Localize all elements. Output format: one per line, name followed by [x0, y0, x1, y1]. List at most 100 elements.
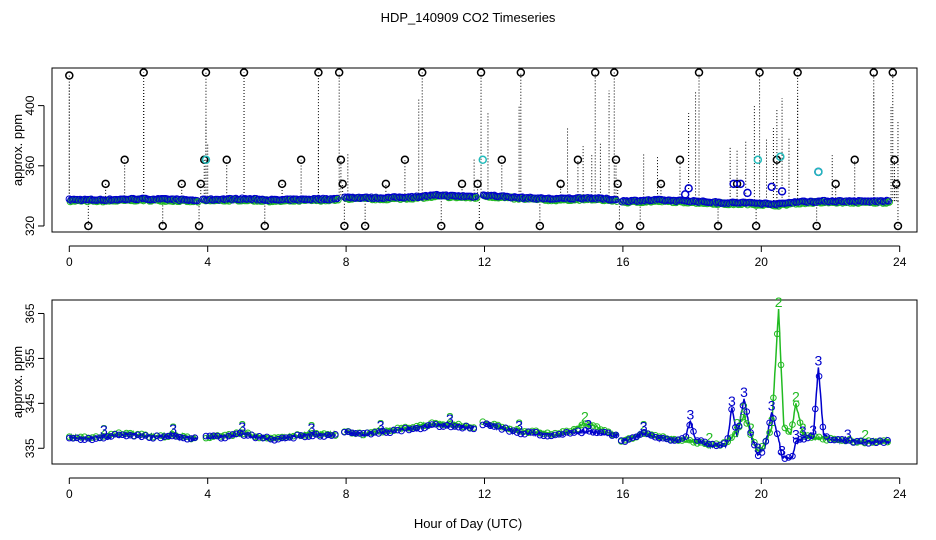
- series-3-point: [659, 434, 667, 442]
- bottom-x-tick-label: 0: [66, 487, 73, 501]
- series-3-point: [629, 434, 636, 441]
- black-marker: [615, 221, 624, 231]
- bottom-x-tick-label: 8: [343, 487, 350, 501]
- series-3-point: [138, 433, 145, 441]
- black-marker: [336, 155, 346, 165]
- top-x-tick-label: 20: [755, 255, 769, 269]
- series-2-point: [865, 437, 872, 444]
- series-2-label: 2: [861, 427, 869, 443]
- series-3-label: 3: [584, 417, 592, 433]
- series-3-label: 3: [728, 393, 736, 409]
- series-2-point: [513, 426, 521, 433]
- series-3-point: [667, 437, 674, 444]
- series-3-point: [100, 434, 107, 442]
- blue-marker: [743, 188, 752, 198]
- series-2-label: 2: [733, 415, 741, 431]
- series-3-point: [682, 433, 690, 440]
- series-3-point: [130, 432, 138, 440]
- series-3-point: [255, 433, 263, 440]
- series-3-point: [861, 438, 869, 446]
- series-3-point: [498, 426, 506, 433]
- series-3-point: [705, 440, 713, 448]
- series-2-point: [582, 420, 589, 427]
- black-marker: [694, 68, 704, 77]
- series-2-point: [808, 434, 815, 441]
- black-marker: [635, 221, 645, 231]
- bottom-x-tick-label: 16: [616, 487, 630, 501]
- black-marker: [201, 68, 211, 77]
- series-3-point: [363, 429, 371, 437]
- series-3-point: [367, 430, 375, 438]
- series-3-point: [751, 441, 758, 449]
- series-3-point: [348, 429, 356, 437]
- series-2-point: [386, 427, 394, 435]
- series-3-point: [157, 434, 164, 442]
- series-3-point: [316, 432, 324, 440]
- series-3-label: 3: [640, 418, 648, 434]
- series-3-point: [796, 436, 804, 443]
- series-2-point: [724, 438, 732, 446]
- series-2-point: [271, 434, 278, 441]
- series-3-point: [341, 428, 348, 436]
- top-y-tick-label: 360: [23, 155, 37, 175]
- series-2-point: [88, 434, 96, 441]
- series-2-point: [789, 421, 796, 428]
- blue-marker: [684, 184, 693, 193]
- series-3-point: [547, 432, 555, 440]
- series-2-label: 2: [747, 420, 755, 436]
- series-2-point: [811, 433, 819, 440]
- series-2-point: [682, 436, 690, 443]
- series-3-point: [161, 433, 168, 440]
- series-2-point: [770, 394, 777, 402]
- baseline-point-green: [334, 196, 342, 204]
- bottom-y-tick-label: 345: [23, 393, 37, 413]
- series-3-point: [827, 436, 834, 444]
- series-3-point: [104, 433, 111, 440]
- series-3-label: 3: [100, 422, 108, 438]
- series-3-point: [640, 429, 648, 436]
- black-marker: [65, 71, 74, 80]
- series-3-point: [709, 440, 716, 448]
- black-marker: [516, 68, 526, 77]
- series-3-point: [301, 433, 309, 441]
- bottom-x-tick-label: 24: [893, 487, 907, 501]
- series-2-point: [732, 430, 739, 438]
- series-3-point: [850, 439, 857, 446]
- top-y-axis-label: approx. ppm: [10, 114, 25, 186]
- series-2-point: [678, 437, 686, 444]
- black-marker: [196, 179, 206, 189]
- series-3-label: 3: [169, 421, 177, 437]
- series-3-point: [424, 422, 432, 429]
- series-3-point: [172, 433, 180, 440]
- series-2-point: [115, 429, 123, 436]
- series-3-label: 3: [686, 406, 694, 422]
- series-3-point: [221, 434, 229, 442]
- series-3-point: [509, 427, 517, 434]
- series-3-label: 3: [799, 423, 807, 439]
- series-2-point: [157, 432, 164, 439]
- series-3-point: [428, 421, 436, 428]
- series-3-point: [447, 423, 455, 431]
- series-3-point: [115, 431, 123, 439]
- series-3-point: [865, 440, 872, 447]
- bottom-x-tick-label: 4: [204, 487, 211, 501]
- bottom-plot-frame: [51, 299, 918, 465]
- series-3-point: [240, 432, 248, 439]
- series-2-point: [578, 421, 586, 429]
- figure-title: HDP_140909 CO2 Timeseries: [381, 10, 556, 25]
- black-marker: [556, 179, 565, 189]
- series-2-point: [92, 433, 100, 440]
- series-2-point: [785, 428, 792, 435]
- series-3-point: [66, 434, 73, 442]
- top-spikes: [68, 72, 899, 226]
- series-2-point: [290, 432, 297, 440]
- series-3-point: [857, 437, 865, 445]
- baseline-point-blue: [333, 194, 341, 203]
- series-2-point: [747, 431, 754, 438]
- series-2-point: [690, 439, 697, 446]
- black-marker: [400, 155, 410, 165]
- series-2-point: [713, 440, 720, 447]
- series-3-point: [625, 436, 633, 443]
- series-3-point: [229, 431, 236, 438]
